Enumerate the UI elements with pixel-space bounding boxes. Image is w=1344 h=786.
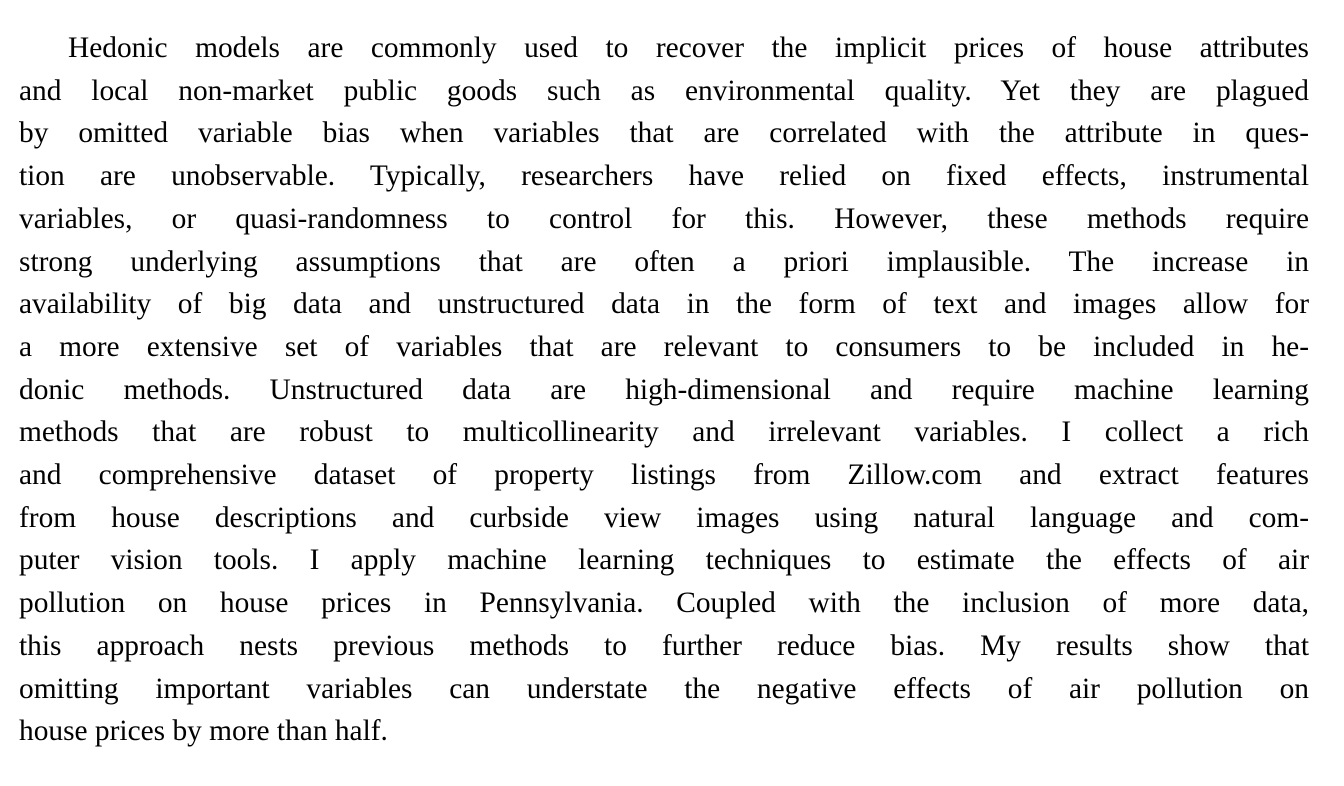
- abstract-line: donic methods. Unstructured data are hig…: [19, 373, 1309, 406]
- abstract-line: Hedonic models are commonly used to reco…: [68, 32, 1309, 64]
- abstract-line: tion are unobservable. Typically, resear…: [19, 160, 1309, 193]
- abstract-line: omitting important variables can underst…: [19, 672, 1309, 705]
- abstract-line: from house descriptions and curbside vie…: [19, 501, 1309, 534]
- abstract-paragraph: Hedonic models are commonly used to reco…: [19, 27, 1309, 753]
- abstract-line: by omitted variable bias when variables …: [19, 117, 1309, 150]
- abstract-line: methods that are robust to multicollinea…: [19, 416, 1309, 449]
- abstract-line: and local non-market public goods such a…: [19, 74, 1309, 107]
- abstract-line: strong underlying assumptions that are o…: [19, 245, 1309, 278]
- abstract-line: pollution on house prices in Pennsylvani…: [19, 587, 1309, 620]
- abstract-line: puter vision tools. I apply machine lear…: [19, 544, 1309, 577]
- page: Hedonic models are commonly used to reco…: [19, 27, 1309, 753]
- abstract-line: variables, or quasi-randomness to contro…: [19, 202, 1309, 235]
- abstract-line: availability of big data and unstructure…: [19, 288, 1309, 321]
- abstract-line: house prices by more than half.: [19, 715, 388, 748]
- abstract-line: a more extensive set of variables that a…: [19, 330, 1309, 363]
- abstract-line: this approach nests previous methods to …: [19, 629, 1309, 662]
- abstract-line: and comprehensive dataset of property li…: [19, 459, 1309, 492]
